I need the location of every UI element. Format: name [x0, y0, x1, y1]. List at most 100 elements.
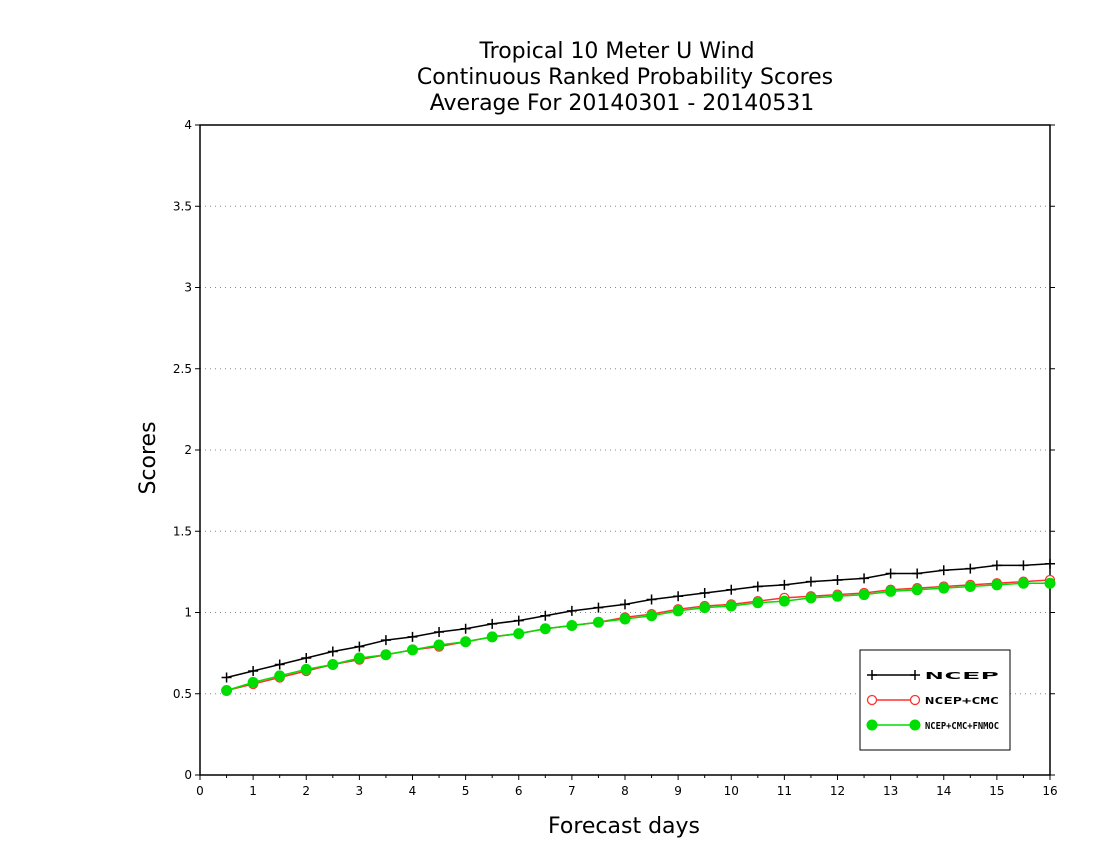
legend-marker-start-2 — [866, 719, 878, 731]
y-tick-label-8: 4 — [184, 118, 192, 132]
y-tick-label-2: 1 — [184, 606, 192, 620]
x-axis: 0 1 2 3 4 5 6 7 8 9 10 11 12 13 14 15 16 — [196, 775, 1058, 798]
x-tick-label-4: 4 — [409, 784, 417, 798]
data-point-0-27 — [938, 565, 949, 576]
y-tick-label-4: 2 — [184, 443, 192, 457]
data-point-0-30 — [1018, 560, 1029, 571]
chart-title-line-3: Average For 20140301 - 20140531 — [430, 91, 815, 116]
data-point-2-9 — [460, 636, 472, 648]
data-point-2-26 — [911, 584, 923, 596]
data-point-0-25 — [885, 568, 896, 579]
data-point-0-6 — [380, 635, 391, 646]
x-tick-label-8: 8 — [621, 784, 629, 798]
y-axis-title: Scores — [136, 421, 161, 494]
data-point-0-18 — [699, 588, 710, 598]
data-point-2-1 — [247, 676, 259, 688]
data-point-0-31 — [1045, 558, 1055, 569]
x-axis-title: Forecast days — [548, 814, 700, 839]
data-point-2-10 — [486, 631, 498, 643]
series-ncep — [221, 558, 1055, 683]
data-point-0-20 — [752, 581, 763, 592]
data-point-0-28 — [965, 563, 976, 574]
x-tick-label-16: 16 — [1042, 784, 1057, 798]
data-point-0-21 — [779, 579, 790, 590]
legend-marker-end-2 — [909, 719, 921, 731]
data-point-0-23 — [832, 575, 843, 585]
legend-item-2: NCEP+CMC+FNMOC — [866, 719, 999, 732]
data-point-0-5 — [354, 641, 365, 652]
data-point-2-4 — [327, 659, 339, 670]
legend-marker-end-0 — [910, 670, 920, 680]
data-point-2-19 — [725, 600, 737, 612]
data-point-2-7 — [407, 644, 418, 656]
x-tick-label-14: 14 — [936, 784, 951, 798]
data-point-0-11 — [513, 615, 524, 626]
legend-label-2: NCEP+CMC+FNMOC — [925, 721, 999, 732]
data-point-0-0 — [221, 672, 232, 683]
data-point-0-10 — [487, 618, 498, 629]
x-tick-label-11: 11 — [777, 784, 792, 798]
legend-marker-end-1 — [909, 694, 921, 706]
data-point-2-15 — [619, 613, 631, 625]
chart-title-line-1: Tropical 10 Meter U Wind — [478, 39, 754, 64]
x-tick-label-7: 7 — [568, 784, 576, 798]
data-point-2-8 — [433, 639, 445, 651]
data-point-0-12 — [540, 610, 551, 621]
data-point-0-14 — [593, 602, 604, 613]
legend-label-1: NCEP+CMC — [925, 696, 999, 707]
data-point-0-17 — [673, 591, 684, 602]
data-point-2-3 — [300, 663, 312, 675]
x-tick-label-3: 3 — [356, 784, 364, 798]
data-point-0-29 — [991, 560, 1002, 571]
data-point-0-19 — [726, 584, 737, 595]
legend-marker-start-0 — [867, 670, 877, 680]
data-point-2-14 — [592, 616, 604, 628]
data-point-2-28 — [964, 581, 976, 592]
data-point-0-24 — [859, 573, 870, 584]
data-point-0-26 — [912, 568, 923, 579]
data-point-0-15 — [620, 599, 630, 610]
data-point-2-11 — [513, 628, 525, 640]
data-point-2-18 — [699, 602, 711, 614]
data-point-2-27 — [938, 582, 950, 594]
legend-item-1: NCEP+CMC — [866, 694, 999, 707]
data-point-2-22 — [805, 592, 817, 604]
data-point-2-6 — [380, 649, 392, 661]
data-point-0-4 — [327, 646, 338, 657]
y-tick-label-1: 0.5 — [173, 687, 192, 701]
data-point-2-16 — [646, 610, 658, 622]
y-tick-label-5: 2.5 — [173, 362, 192, 376]
x-tick-label-15: 15 — [989, 784, 1004, 798]
data-point-2-30 — [1017, 577, 1029, 589]
data-point-2-31 — [1044, 577, 1056, 589]
x-tick-label-10: 10 — [724, 784, 739, 798]
y-tick-label-0: 0 — [184, 768, 192, 782]
legend-label-0: NCEP — [925, 671, 999, 682]
series-ncep-cmc-fnmoc — [221, 577, 1056, 696]
y-tick-label-6: 3 — [184, 281, 192, 295]
data-point-2-24 — [858, 589, 870, 601]
x-tick-label-13: 13 — [883, 784, 898, 798]
data-point-0-13 — [566, 605, 577, 616]
data-point-0-9 — [460, 623, 471, 634]
data-point-0-1 — [248, 666, 259, 676]
data-point-2-25 — [885, 585, 897, 597]
data-point-2-29 — [991, 579, 1003, 591]
y-tick-label-3: 1.5 — [173, 524, 192, 538]
data-point-0-3 — [301, 653, 312, 663]
data-point-2-0 — [221, 685, 233, 696]
data-point-2-17 — [672, 605, 684, 617]
x-tick-label-1: 1 — [249, 784, 257, 798]
data-point-0-8 — [434, 627, 445, 637]
x-tick-label-6: 6 — [515, 784, 523, 798]
data-point-0-22 — [805, 576, 816, 587]
x-tick-label-12: 12 — [830, 784, 845, 798]
data-point-2-2 — [274, 670, 286, 682]
data-point-2-12 — [539, 623, 551, 635]
data-point-2-5 — [353, 652, 365, 664]
y-axis: 0 0.5 1 1.5 2 2.5 3 3.5 4 — [173, 118, 1055, 782]
data-point-0-2 — [274, 659, 285, 670]
data-point-2-21 — [778, 595, 790, 607]
x-tick-label-0: 0 — [196, 784, 204, 798]
